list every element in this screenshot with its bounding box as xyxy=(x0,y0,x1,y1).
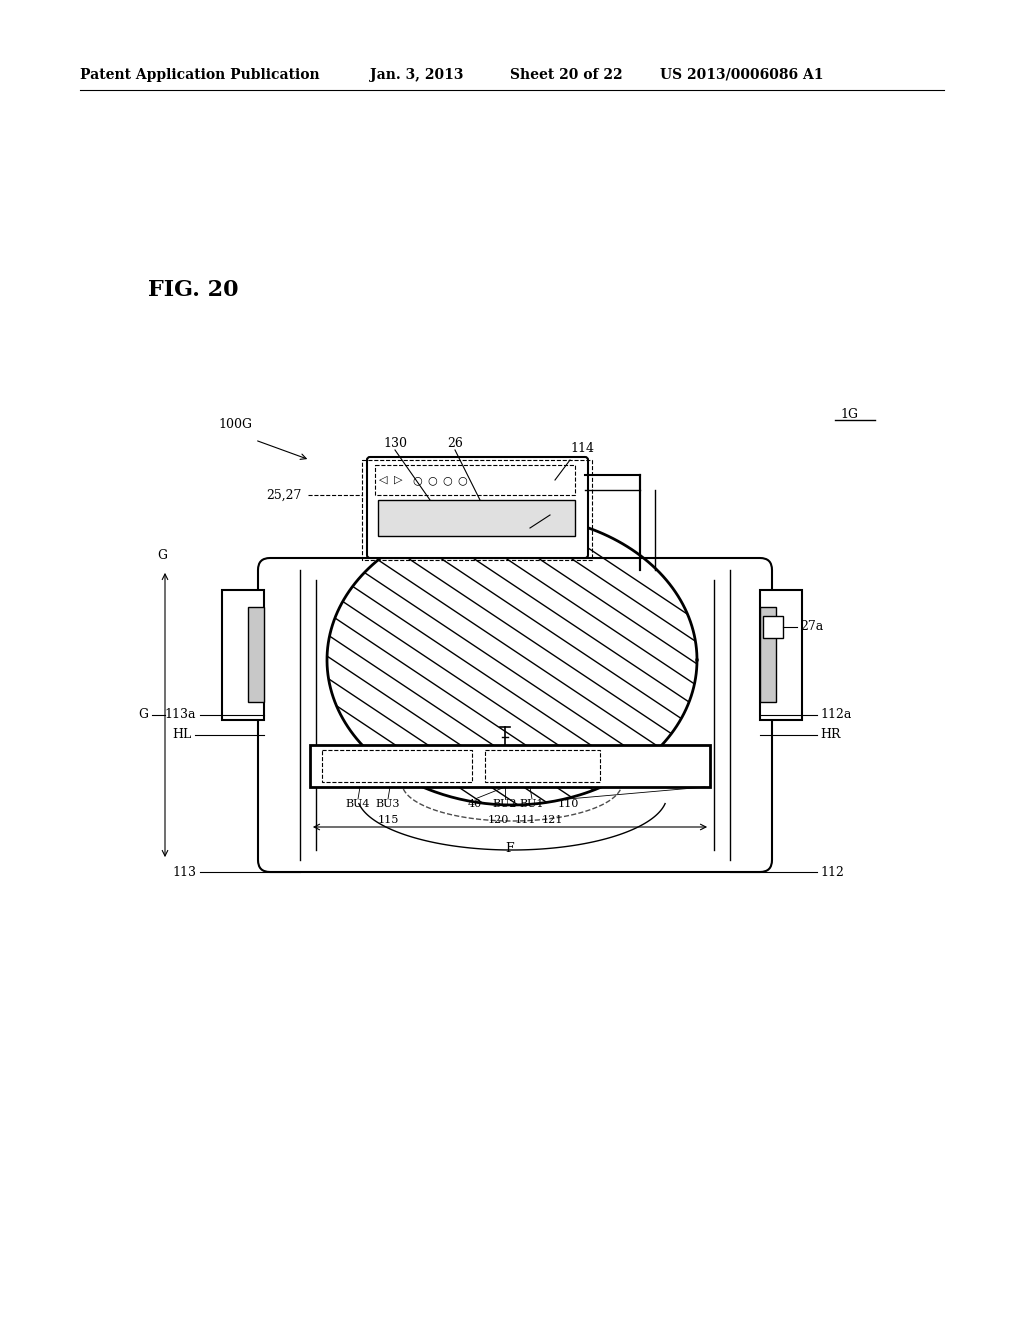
Text: F: F xyxy=(506,842,514,855)
Text: ○: ○ xyxy=(412,475,422,484)
Text: Sheet 20 of 22: Sheet 20 of 22 xyxy=(510,69,623,82)
Text: 40: 40 xyxy=(468,799,482,809)
Text: 27a: 27a xyxy=(800,620,823,634)
Text: Patent Application Publication: Patent Application Publication xyxy=(80,69,319,82)
Bar xyxy=(760,607,776,702)
Bar xyxy=(322,750,472,781)
Bar xyxy=(375,465,575,495)
Text: Jan. 3, 2013: Jan. 3, 2013 xyxy=(370,69,464,82)
Text: 113: 113 xyxy=(172,866,196,879)
Text: 100G: 100G xyxy=(218,418,252,432)
Bar xyxy=(378,500,575,536)
Text: 113a: 113a xyxy=(165,709,196,722)
Text: 120: 120 xyxy=(487,814,509,825)
Text: 305: 305 xyxy=(548,499,571,512)
Bar xyxy=(362,459,592,560)
Bar xyxy=(222,590,264,719)
Text: BU3: BU3 xyxy=(376,799,400,809)
Text: 1G: 1G xyxy=(840,408,858,421)
Text: ◁: ◁ xyxy=(379,475,387,484)
Text: ○: ○ xyxy=(442,475,452,484)
Bar xyxy=(760,590,802,719)
Text: 111: 111 xyxy=(514,814,536,825)
Text: 130: 130 xyxy=(383,437,407,450)
Bar xyxy=(248,607,264,702)
Bar xyxy=(310,744,710,787)
Text: BU2: BU2 xyxy=(493,799,517,809)
Text: ○: ○ xyxy=(457,475,467,484)
Text: FIG. 20: FIG. 20 xyxy=(148,279,239,301)
Text: 26: 26 xyxy=(447,437,463,450)
Text: ▷: ▷ xyxy=(394,475,402,484)
Text: 114: 114 xyxy=(570,442,594,455)
Text: 121: 121 xyxy=(542,814,562,825)
Text: US 2013/0006086 A1: US 2013/0006086 A1 xyxy=(660,69,823,82)
Text: 25,27: 25,27 xyxy=(266,488,302,502)
Bar xyxy=(763,616,783,638)
Text: HR: HR xyxy=(820,729,841,742)
FancyBboxPatch shape xyxy=(258,558,772,873)
Text: 115: 115 xyxy=(377,814,398,825)
Bar xyxy=(485,750,600,781)
Text: G: G xyxy=(138,709,148,722)
Text: BU1: BU1 xyxy=(520,799,544,809)
FancyBboxPatch shape xyxy=(367,457,588,558)
Text: 112: 112 xyxy=(820,866,844,879)
Text: G: G xyxy=(157,549,167,562)
Text: BU4: BU4 xyxy=(346,799,371,809)
Text: HL: HL xyxy=(173,729,193,742)
Text: ○: ○ xyxy=(427,475,437,484)
Text: 112a: 112a xyxy=(820,709,851,722)
Text: 110: 110 xyxy=(557,799,579,809)
